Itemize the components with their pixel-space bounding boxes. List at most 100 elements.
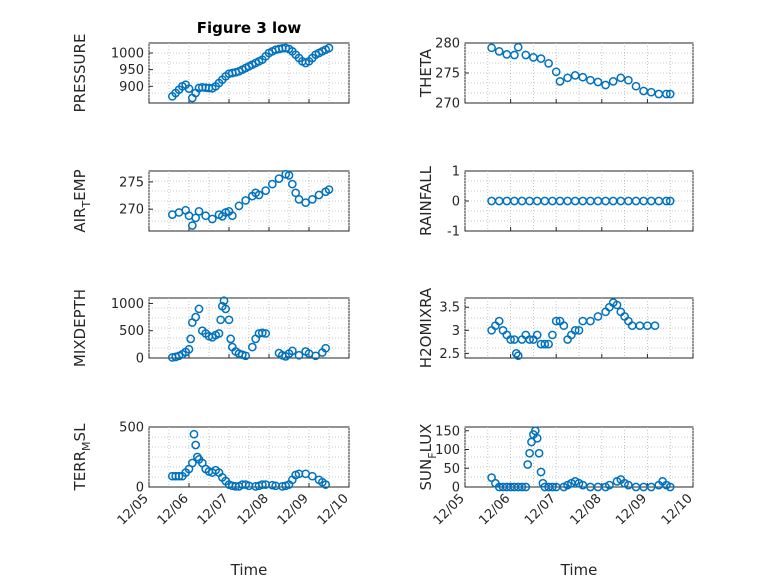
y-tick-label: 270 [119, 203, 144, 218]
y-tick-label: 0 [452, 195, 460, 210]
data-point [294, 195, 304, 204]
data-point [254, 190, 264, 200]
data-point [665, 89, 675, 99]
data-point [314, 190, 324, 200]
data-point [650, 321, 660, 331]
data-point [487, 43, 496, 53]
terr_msl-chart: 0 500 12/05 12/06 12/07 12/08 12/09 12/10 TERRMS… [71, 421, 352, 580]
data-point [184, 344, 194, 354]
data-point [574, 325, 584, 335]
data-point [294, 350, 304, 360]
mixdepth-chart: 0 500 1000 MIXDEPTH [71, 289, 350, 367]
data-point [517, 482, 527, 492]
data-point [494, 316, 504, 326]
data-point [534, 448, 544, 458]
data-point [226, 334, 236, 344]
data-point [551, 316, 561, 326]
data-point [631, 81, 641, 91]
data-point [284, 171, 294, 180]
data-point [548, 330, 557, 340]
sun_flux-series [487, 426, 675, 492]
data-point [324, 185, 334, 194]
pressure-series [167, 43, 334, 103]
sun_flux-y-axis-label: SUNFLUX [417, 424, 439, 491]
y-tick-label: 500 [119, 324, 144, 339]
x-tick-label: 12/10 [315, 491, 352, 528]
x-tick-label: 12/06 [155, 491, 192, 528]
x-tick-label: 12/08 [235, 491, 272, 528]
data-point [184, 84, 194, 94]
rainfall-series [487, 196, 675, 206]
data-point [324, 43, 334, 53]
data-point [601, 80, 610, 90]
data-point [189, 429, 199, 439]
data-point [224, 315, 234, 325]
sun_flux-grid [464, 427, 694, 487]
data-point [548, 482, 557, 492]
data-point [214, 329, 224, 338]
figure-title: Figure 3 low [197, 19, 302, 37]
y-tick-label: -1 [447, 225, 460, 240]
data-point [187, 221, 197, 230]
data-point [646, 87, 656, 97]
data-point [307, 471, 317, 481]
data-point [551, 67, 561, 77]
terr_msl-x-axis-label: Time [230, 561, 268, 579]
y-tick-label: 0 [136, 352, 144, 367]
data-point [525, 448, 534, 458]
data-point [570, 325, 580, 335]
data-point [194, 207, 204, 216]
data-point [544, 339, 553, 349]
data-point [321, 343, 331, 353]
y-tick-label: 275 [119, 175, 144, 190]
data-point [494, 47, 504, 56]
data-point [612, 300, 622, 310]
data-point [311, 351, 321, 361]
data-point [616, 73, 626, 83]
data-point [593, 312, 603, 321]
y-tick-label: 50 [443, 462, 460, 477]
rainfall-y-axis-label: RAINFALL [417, 165, 435, 236]
data-point [261, 329, 271, 338]
x-tick-label: 12/09 [275, 491, 312, 528]
y-tick-label: 150 [435, 424, 460, 439]
data-point [506, 335, 515, 344]
air_temp-series [167, 169, 334, 230]
data-point [234, 201, 244, 211]
x-tick-label: 12/05 [431, 491, 468, 528]
h2omixra-y-axis-label: H2OMIXRA [417, 287, 435, 368]
data-point [191, 440, 201, 450]
data-point [187, 458, 197, 468]
mixdepth-y-axis-label: MIXDEPTH [71, 289, 89, 367]
y-tick-label: 280 [435, 37, 460, 52]
data-point [525, 335, 534, 344]
data-point [287, 179, 297, 189]
y-tick-label: 900 [119, 80, 144, 95]
data-point [247, 342, 257, 352]
data-point [257, 328, 267, 338]
theta-series [487, 42, 675, 99]
data-point [207, 214, 217, 224]
data-point [241, 196, 251, 205]
h2omixra-grid [464, 298, 694, 358]
data-point [662, 89, 671, 99]
data-point [274, 174, 284, 183]
data-point [523, 460, 533, 469]
y-tick-label: 100 [435, 443, 460, 458]
y-tick-label: 3.5 [439, 301, 460, 316]
x-tick-label: 12/07 [522, 491, 559, 528]
data-point [191, 213, 201, 223]
data-point [194, 304, 204, 314]
terr_msl-y-axis-label: TERRMSL [71, 423, 93, 492]
y-tick-label: 0 [452, 481, 460, 496]
y-tick-label: 3 [452, 324, 460, 339]
data-point [291, 188, 301, 198]
x-tick-label: 12/08 [568, 491, 605, 528]
data-point [174, 471, 184, 481]
data-point [267, 480, 277, 490]
data-point [241, 351, 251, 361]
air_temp-y-axis-label: AIRTEMP [71, 169, 93, 232]
